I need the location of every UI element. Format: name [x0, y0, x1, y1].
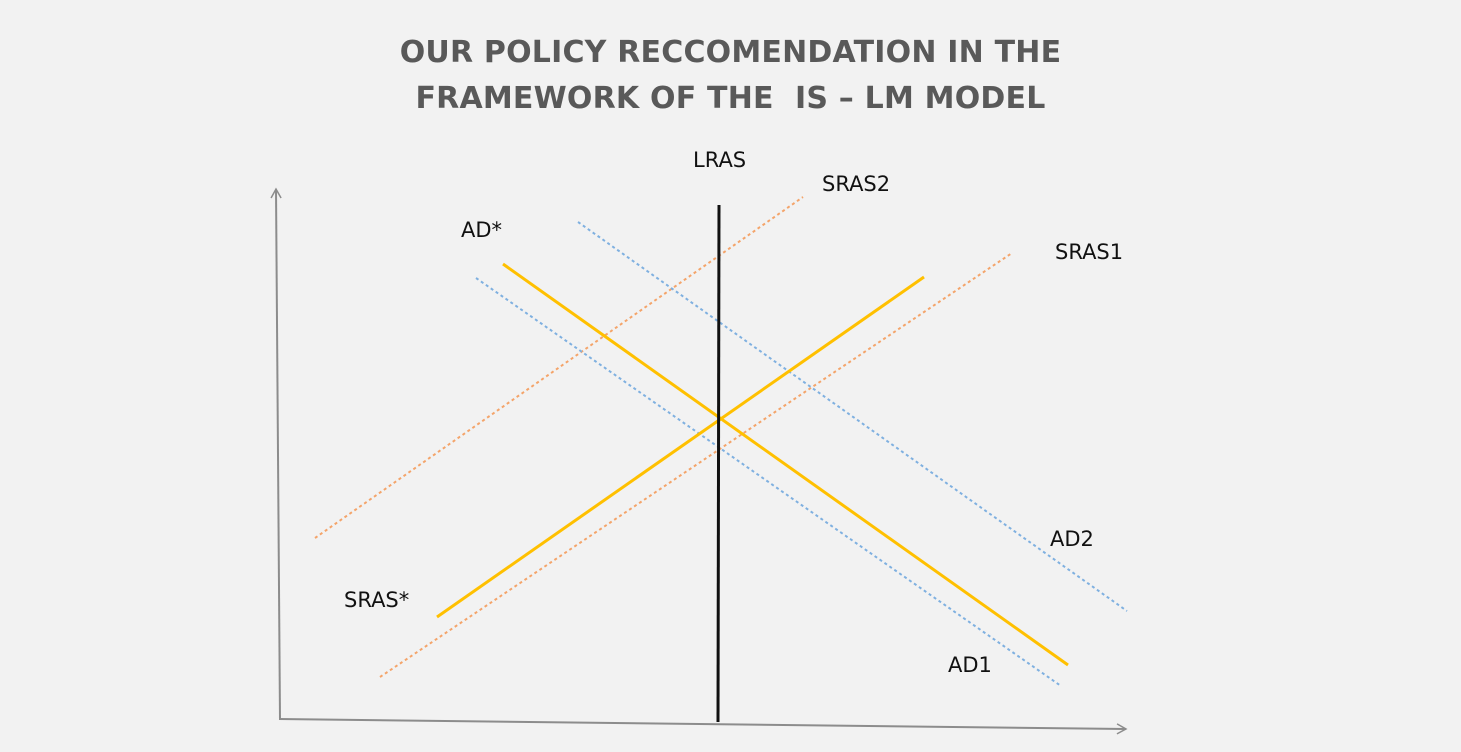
ad-star-curve [502, 262, 1069, 667]
sras2-curve [314, 196, 804, 539]
ad-star-label: AD* [461, 218, 502, 242]
x-axis [278, 718, 1128, 735]
ad1-curve [475, 277, 1062, 687]
sras1-label: SRAS1 [1055, 240, 1123, 264]
sras-star-curve [436, 275, 925, 619]
diagram-title: OUR POLICY RECCOMENDATION IN THE FRAMEWO… [0, 30, 1461, 122]
sras-star-label: SRAS* [344, 588, 409, 612]
sras1-curve [379, 252, 1013, 678]
y-axis [270, 187, 282, 721]
ad2-label: AD2 [1050, 527, 1094, 551]
ad2-curve [577, 221, 1128, 612]
lras-line [716, 204, 721, 723]
title-line-2: FRAMEWORK OF THE IS – LM MODEL [415, 81, 1046, 116]
lras-label: LRAS [693, 148, 746, 172]
ad1-label: AD1 [948, 653, 992, 677]
title-line-1: OUR POLICY RECCOMENDATION IN THE [399, 35, 1062, 70]
sras2-label: SRAS2 [822, 172, 890, 196]
